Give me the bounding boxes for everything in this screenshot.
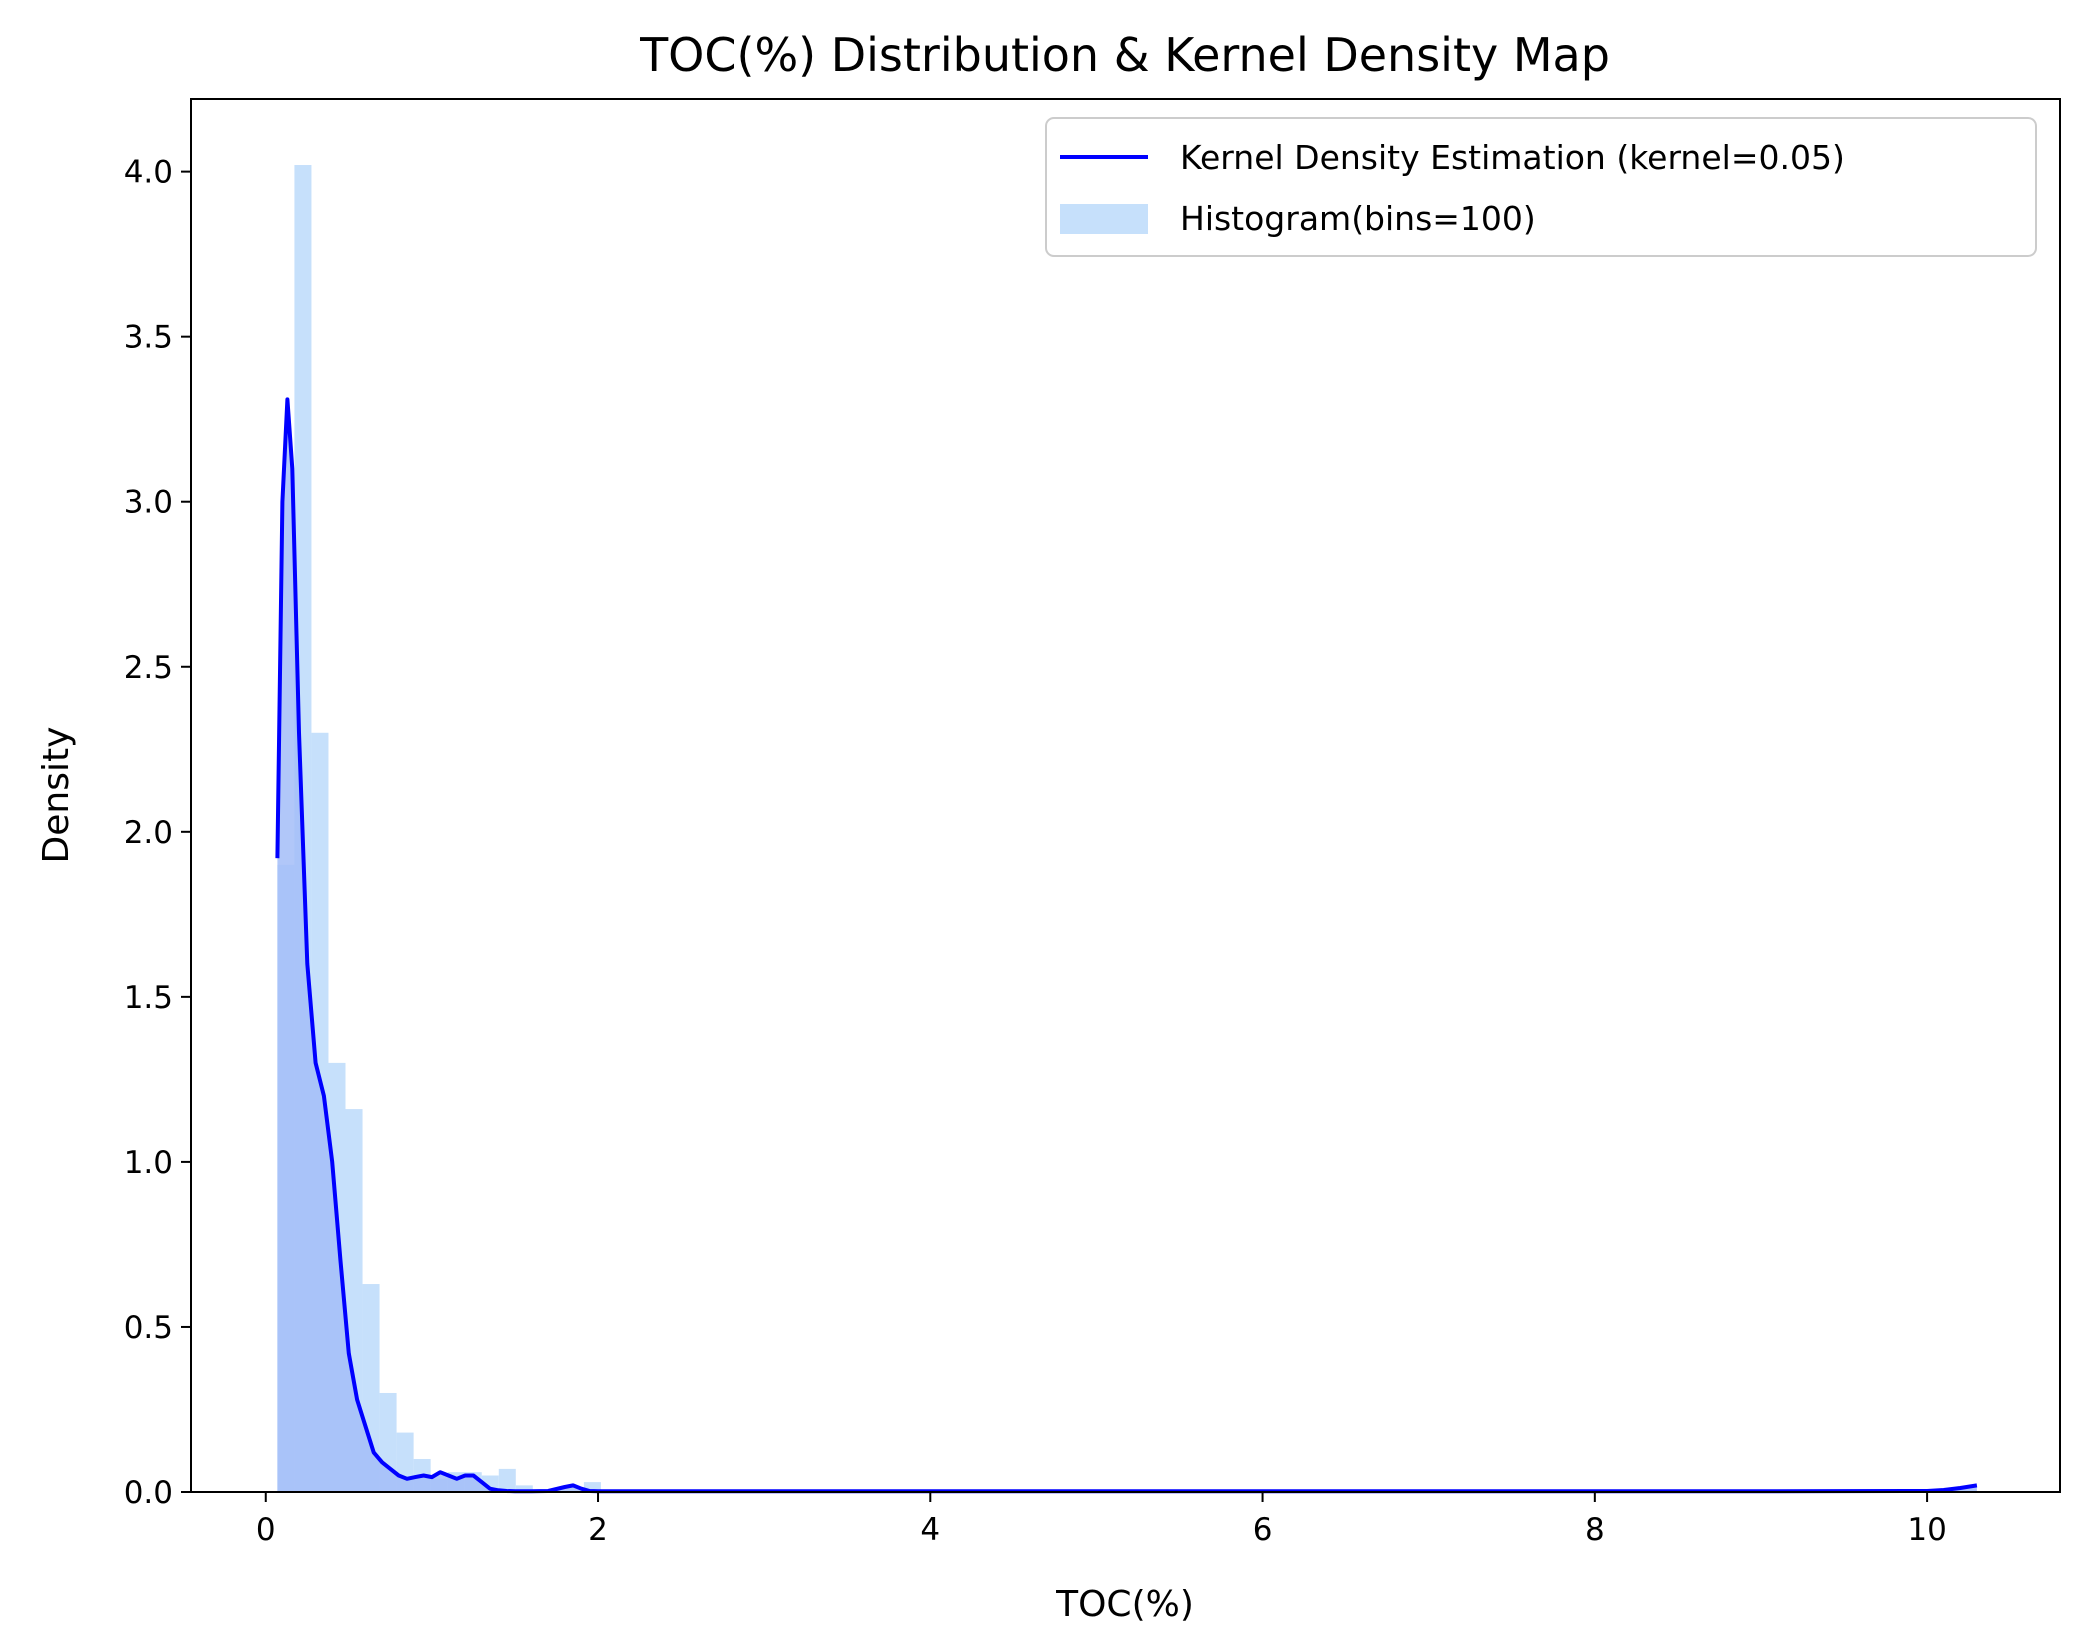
y-axis-ticks: 0.0 0.5 1.0 1.5 2.0 2.5 3.0 3.5 4.0 bbox=[124, 155, 191, 1511]
plot-area bbox=[190, 98, 2061, 1494]
legend-kde-label: Kernel Density Estimation (kernel=0.05) bbox=[1180, 138, 1845, 177]
legend-hist-label: Histogram(bins=100) bbox=[1180, 199, 1536, 238]
x-tick-label: 6 bbox=[1253, 1512, 1273, 1548]
y-tick-label: 1.0 bbox=[124, 1145, 173, 1181]
y-tick-label: 4.0 bbox=[124, 155, 173, 191]
x-tick-label: 2 bbox=[588, 1512, 608, 1548]
plot-frame bbox=[190, 98, 2061, 1493]
legend-box bbox=[1045, 117, 2037, 257]
y-tick-label: 0.5 bbox=[124, 1310, 173, 1346]
x-tick-label: 4 bbox=[920, 1512, 940, 1548]
x-tick-label: 10 bbox=[1907, 1512, 1946, 1548]
legend: Kernel Density Estimation (kernel=0.05) … bbox=[1045, 117, 2037, 257]
y-tick-label: 0.0 bbox=[124, 1475, 173, 1511]
y-tick-label: 3.5 bbox=[124, 320, 173, 356]
x-tick-label: 0 bbox=[256, 1512, 276, 1548]
x-tick-label: 8 bbox=[1585, 1512, 1605, 1548]
plot-background bbox=[191, 99, 2060, 1492]
x-axis-label: TOC(%) bbox=[1055, 1584, 1194, 1625]
histogram-bar bbox=[583, 1482, 601, 1492]
y-tick-label: 1.5 bbox=[124, 980, 173, 1016]
legend-hist-swatch bbox=[1060, 204, 1148, 234]
chart-title: TOC(%) Distribution & Kernel Density Map bbox=[639, 28, 1610, 82]
histogram-bar bbox=[498, 1468, 516, 1492]
y-tick-label: 3.0 bbox=[124, 485, 173, 521]
y-axis-label: Density bbox=[36, 727, 77, 864]
histogram-bar bbox=[515, 1485, 533, 1492]
y-tick-label: 2.5 bbox=[124, 650, 173, 686]
x-axis-ticks: 0 2 4 6 8 10 bbox=[256, 1492, 1947, 1548]
y-tick-label: 2.0 bbox=[124, 815, 173, 851]
